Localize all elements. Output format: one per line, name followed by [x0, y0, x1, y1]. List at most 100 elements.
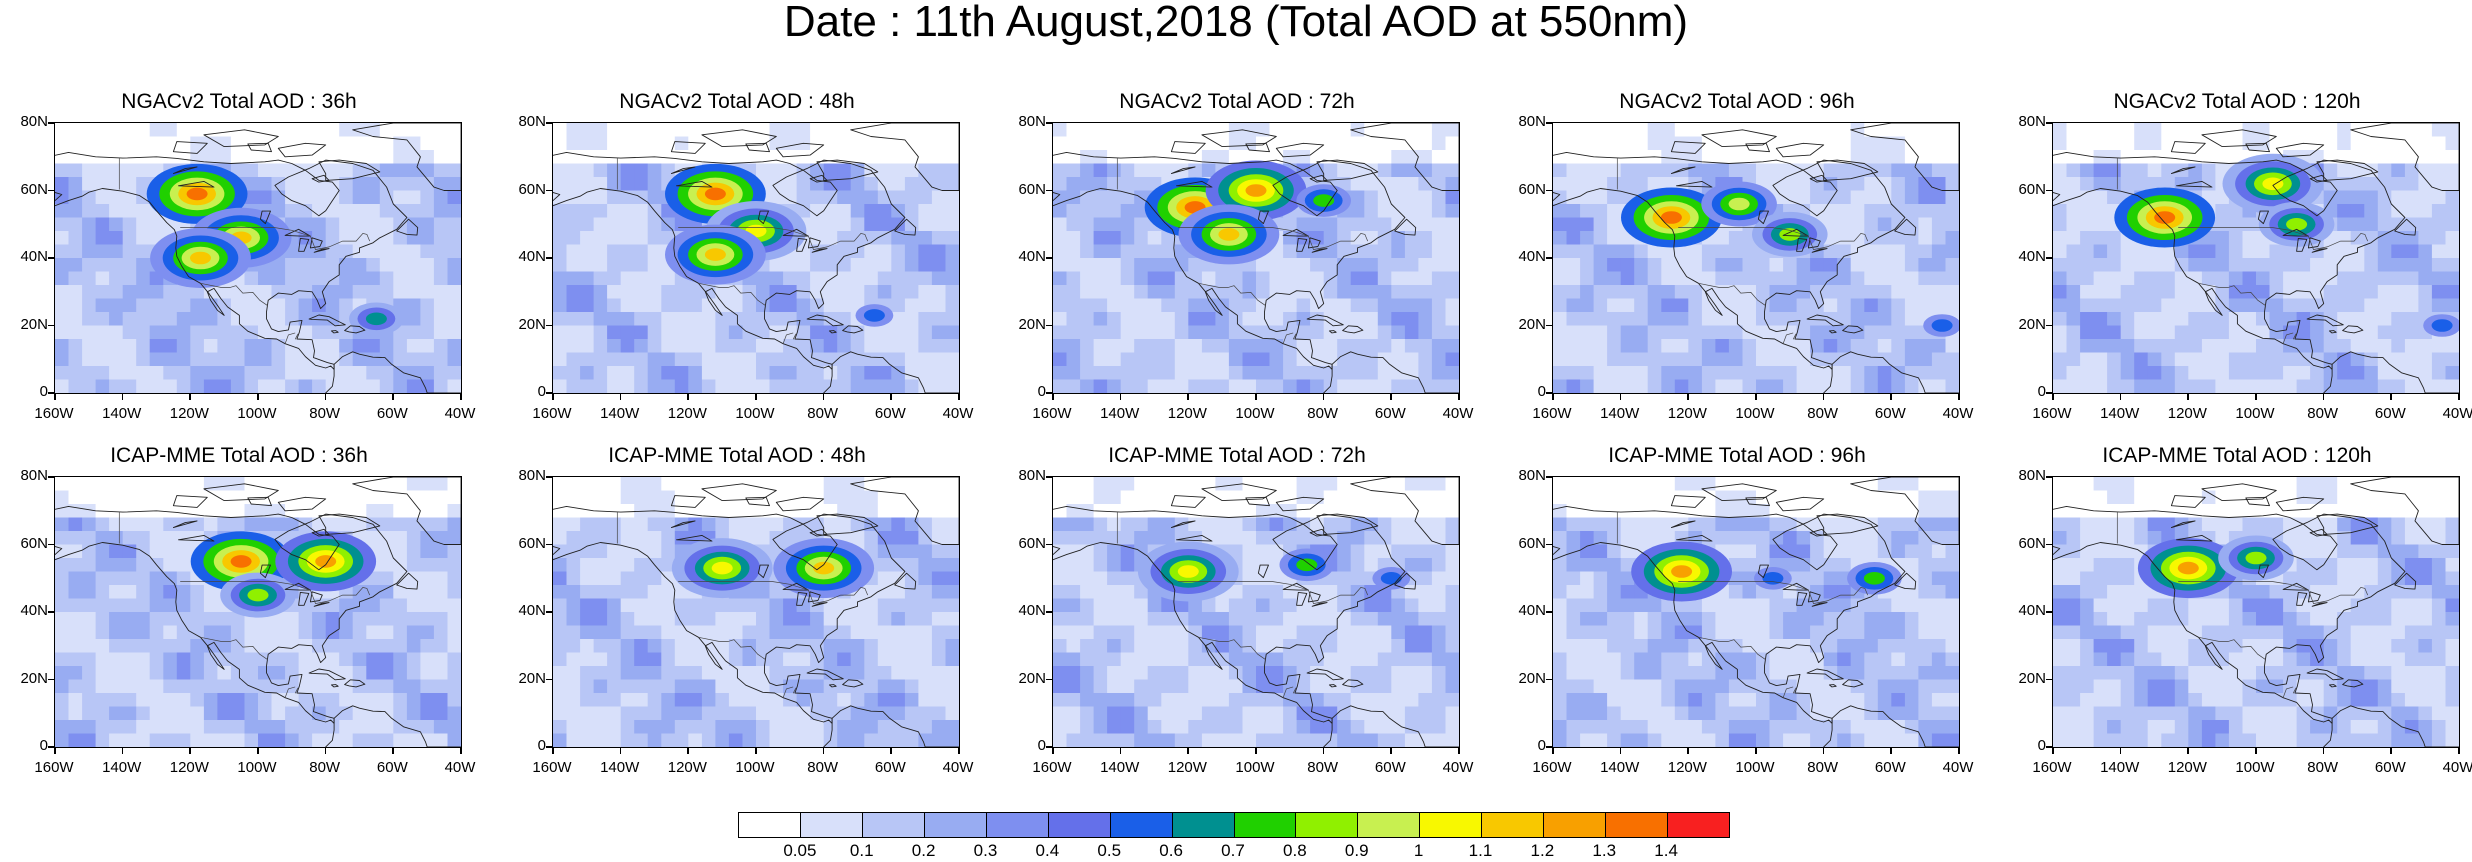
- longitude-tick-label: 120W: [1167, 759, 1207, 776]
- aod-background-field: [2053, 477, 2459, 747]
- latitude-tick: [1046, 543, 1052, 545]
- longitude-tick-label: 80W: [1807, 405, 1839, 422]
- colorbar-swatch: [1420, 813, 1483, 837]
- colorbar-level-label: 1.4: [1654, 841, 1678, 860]
- aod-map-canvas: [2053, 477, 2459, 747]
- latitude-tick-label: 80N: [1518, 467, 1546, 484]
- longitude-tick: [2052, 748, 2054, 754]
- latitude-tick-label: 0: [2037, 383, 2046, 400]
- longitude-tick: [54, 748, 56, 754]
- colorbar-swatch: [1544, 813, 1607, 837]
- longitude-tick: [822, 394, 825, 400]
- smoke-plume: [2218, 535, 2294, 581]
- longitude-tick: [1755, 394, 1757, 400]
- country-borders: [118, 512, 371, 698]
- longitude-tick: [2187, 394, 2189, 400]
- longitude-tick-label: 60W: [1374, 759, 1406, 776]
- longitude-tick: [1119, 394, 1122, 400]
- longitude-tick-label: 100W: [735, 759, 775, 776]
- smoke-plume: [220, 572, 296, 618]
- aod-map-canvas: [2053, 123, 2459, 393]
- latitude-tick-label: 40N: [20, 248, 48, 265]
- longitude-tick: [2458, 748, 2460, 754]
- latitude-tick: [48, 678, 54, 680]
- longitude-tick: [2187, 748, 2189, 754]
- longitude-tick-label: 40W: [444, 405, 476, 422]
- longitude-tick: [460, 394, 462, 400]
- longitude-tick: [1755, 748, 1757, 754]
- longitude-tick: [2255, 748, 2257, 754]
- country-borders: [1116, 512, 1369, 698]
- latitude-tick: [48, 122, 54, 124]
- longitude-tick: [619, 394, 622, 400]
- latitude-tick-label: 40N: [518, 602, 546, 619]
- colorbar-level-label: 0.5: [1097, 841, 1122, 860]
- latitude-tick-label: 60N: [20, 180, 48, 198]
- longitude-tick-label: 40W: [942, 405, 974, 422]
- latitude-tick-label: 60N: [1518, 534, 1546, 552]
- latitude-tick-label: 40N: [2018, 602, 2046, 619]
- longitude-tick-label: 160W: [1032, 759, 1072, 776]
- longitude-tick: [552, 394, 554, 400]
- smoke-plume: [1701, 181, 1777, 227]
- panel-title: NGACv2 Total AOD : 36h: [121, 90, 357, 113]
- smoke-plume: [1631, 541, 1732, 602]
- latitude-tick-label: 40N: [1518, 248, 1546, 265]
- latitude-tick: [2046, 324, 2052, 326]
- aod-map: [552, 122, 960, 394]
- smoke-plume: [150, 228, 251, 288]
- aod-background-field: [553, 477, 959, 747]
- map-panel: ICAP-MME Total AOD : 96h 80N 60N 40N 20N 0 160…: [1502, 444, 1973, 776]
- latitude-tick: [1546, 257, 1552, 259]
- longitude-tick-label: 100W: [2235, 759, 2275, 776]
- panel-title: ICAP-MME Total AOD : 36h: [110, 444, 368, 467]
- longitude-tick-label: 40W: [1442, 759, 1474, 776]
- longitude-tick: [1322, 394, 1325, 400]
- longitude-tick-label: 140W: [102, 405, 142, 422]
- colorbar-swatch: [800, 813, 863, 837]
- map-panel: NGACv2 Total AOD : 120h 80N 60N 40N 20N 0 160W…: [2002, 90, 2472, 422]
- longitude-tick: [2052, 394, 2054, 400]
- longitude-tick: [687, 748, 689, 754]
- longitude-tick-label: 120W: [1167, 405, 1207, 422]
- longitude-tick-label: 160W: [1532, 759, 1572, 776]
- longitude-tick-label: 100W: [2235, 405, 2275, 422]
- latitude-tick-label: 60N: [1018, 180, 1046, 198]
- latitude-tick-label: 20N: [1518, 315, 1546, 333]
- longitude-tick-label: 160W: [2032, 759, 2072, 776]
- longitude-tick-label: 80W: [309, 405, 341, 422]
- longitude-tick-label: 160W: [34, 405, 74, 422]
- latitude-tick: [1046, 678, 1052, 680]
- country-borders: [118, 158, 371, 344]
- coastlines: [1053, 123, 1459, 393]
- latitude-tick-label: 20N: [1018, 669, 1046, 687]
- latitude-tick: [546, 257, 552, 259]
- colorbar-swatch: [1110, 813, 1173, 837]
- coastlines: [55, 123, 461, 393]
- latitude-tick: [546, 611, 552, 613]
- longitude-tick-label: 80W: [309, 759, 341, 776]
- country-borders: [1616, 512, 1869, 698]
- latitude-tick: [1046, 324, 1052, 326]
- longitude-tick-label: 40W: [2442, 405, 2472, 422]
- latitude-tick: [48, 476, 54, 478]
- map-panel: ICAP-MME Total AOD : 72h 80N 60N 40N 20N 0 160…: [1002, 444, 1473, 776]
- colorbar-swatches: [738, 812, 1730, 838]
- longitude-tick: [121, 748, 124, 754]
- aod-map: [54, 122, 462, 394]
- aod-map: [552, 476, 960, 748]
- latitude-tick-label: 0: [2037, 737, 2046, 754]
- longitude-tick-label: 60W: [2374, 405, 2406, 422]
- latitude-tick-label: 80N: [1018, 113, 1046, 130]
- colorbar-level-label: 0.1: [849, 841, 874, 860]
- latitude-tick-label: 0: [1537, 737, 1546, 754]
- longitude-tick-label: 60W: [1874, 759, 1906, 776]
- longitude-tick: [958, 748, 960, 754]
- latitude-tick-label: 20N: [518, 669, 546, 687]
- longitude-tick: [189, 748, 191, 754]
- latitude-tick: [2046, 746, 2052, 748]
- longitude-tick: [1187, 394, 1189, 400]
- latitude-tick-label: 20N: [2018, 669, 2046, 687]
- country-borders: [1116, 158, 1369, 344]
